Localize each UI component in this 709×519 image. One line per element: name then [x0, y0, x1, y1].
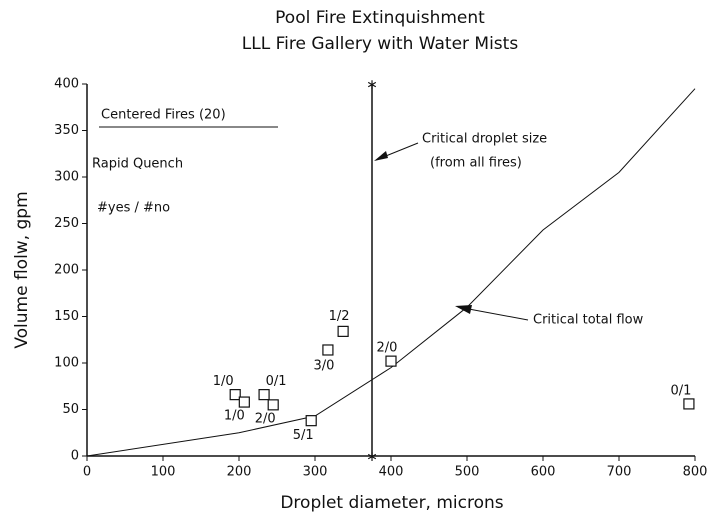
x-tick-label: 700 — [607, 465, 632, 480]
y-tick-label: 350 — [54, 123, 79, 138]
y-tick-label: 400 — [54, 77, 79, 92]
point-label: 2/0 — [255, 411, 276, 426]
x-tick-label: 0 — [83, 465, 91, 480]
y-axis-label: Volume flolw, gpm — [12, 191, 32, 348]
annotation: #yes / #no — [97, 201, 170, 216]
x-tick-label: 100 — [151, 465, 176, 480]
point — [385, 355, 397, 367]
annotation: Centered Fires (20) — [101, 108, 226, 123]
y-tick-label: 250 — [54, 216, 79, 231]
point — [683, 398, 695, 410]
y-tick-label: 300 — [54, 170, 79, 185]
arrow-head — [374, 151, 388, 161]
x-tick-label: 300 — [303, 465, 328, 480]
x-axis-label: Droplet diameter, microns — [280, 493, 503, 513]
point — [267, 399, 279, 411]
point — [305, 415, 317, 427]
annotation: Rapid Quench — [92, 157, 183, 172]
point-label: 1/0 — [224, 409, 245, 424]
annotation: Critical droplet size — [422, 132, 547, 147]
point — [322, 344, 334, 356]
point-label: 2/0 — [377, 341, 398, 356]
y-tick-label: 50 — [62, 402, 79, 417]
annotation: (from all fires) — [430, 156, 522, 171]
point-label: 5/1 — [293, 428, 314, 443]
point-label: 1/0 — [213, 374, 234, 389]
point-label: 1/2 — [329, 309, 350, 324]
annotation: Critical total flow — [533, 313, 644, 328]
chart-subtitle: LLL Fire Gallery with Water Mists — [242, 34, 519, 54]
star-marker: ∗ — [366, 449, 378, 465]
x-tick-label: 200 — [227, 465, 252, 480]
point — [229, 389, 241, 401]
point-label: 0/1 — [670, 383, 691, 398]
x-tick-label: 600 — [531, 465, 556, 480]
point — [337, 325, 349, 337]
critical-flow-line — [86, 88, 696, 457]
y-tick-label: 150 — [54, 309, 79, 324]
point-label: 3/0 — [313, 358, 334, 373]
y-tick-label: 0 — [71, 449, 79, 464]
arrow-head — [455, 305, 472, 314]
x-tick-label: 500 — [455, 465, 480, 480]
point — [238, 396, 250, 408]
x-tick-label: 800 — [683, 465, 708, 480]
star-marker: ∗ — [366, 77, 378, 93]
chart-title: Pool Fire Extinquishment — [275, 8, 485, 28]
y-tick-label: 100 — [54, 356, 79, 371]
point — [258, 389, 270, 401]
point-label: 0/1 — [266, 374, 287, 389]
x-tick-label: 400 — [379, 465, 404, 480]
y-tick-label: 200 — [54, 263, 79, 278]
